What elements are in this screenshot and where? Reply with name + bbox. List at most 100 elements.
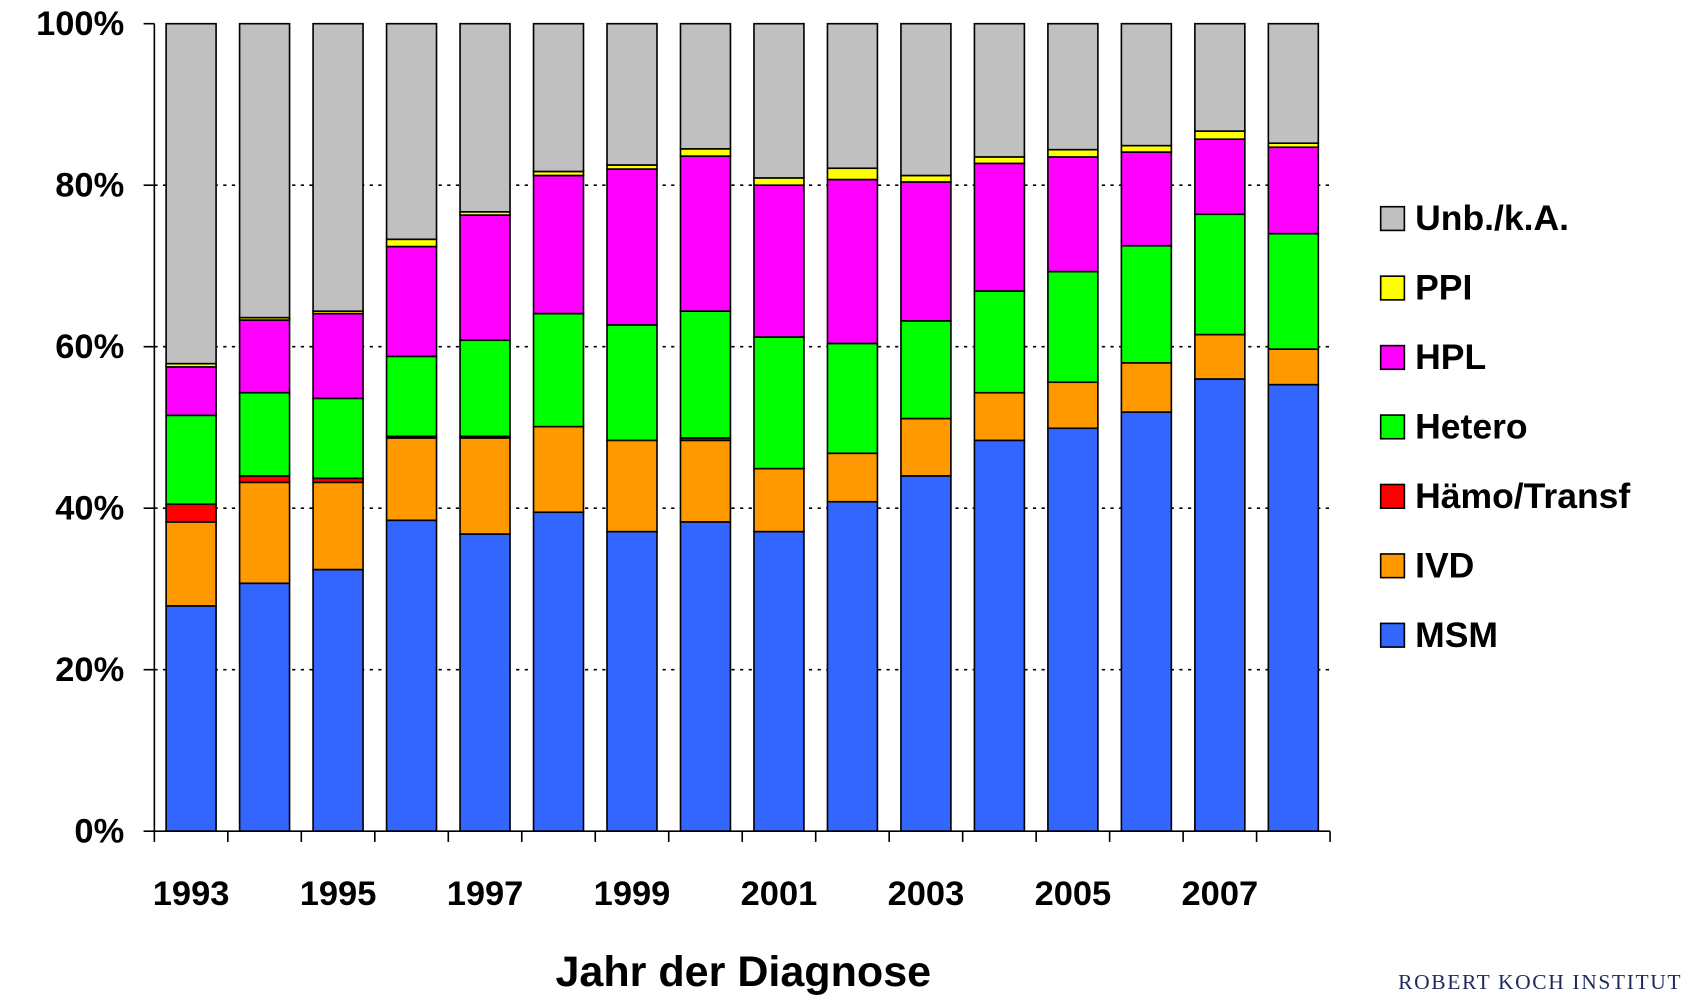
bar-segment xyxy=(900,22,952,177)
bar-segment xyxy=(826,167,879,181)
legend-swatch xyxy=(1379,275,1406,301)
bar-segment xyxy=(1194,138,1246,216)
bar-segment xyxy=(1267,348,1320,386)
legend-swatch xyxy=(1379,553,1406,579)
bar-segment xyxy=(1194,22,1246,132)
bar-segment xyxy=(459,214,511,342)
bar-segment xyxy=(826,178,879,345)
legend-swatch xyxy=(1379,344,1406,371)
bar-segment xyxy=(606,168,658,326)
bar-segment xyxy=(679,148,732,157)
bar-segment xyxy=(826,500,879,832)
x-tick-label: 1993 xyxy=(153,875,230,913)
bar-segment xyxy=(973,162,1026,292)
bar-segment xyxy=(606,439,658,533)
bar-segment xyxy=(1120,362,1173,413)
legend-swatch xyxy=(1379,622,1406,648)
y-tick-label: 20% xyxy=(55,651,124,689)
bar-segment xyxy=(1194,213,1246,336)
bar-segment xyxy=(1120,411,1173,832)
legend-swatch xyxy=(1379,483,1406,509)
bar-segment xyxy=(826,22,879,170)
legend-label: Unb./k.A. xyxy=(1415,198,1569,238)
bar-segment xyxy=(165,521,217,607)
bar-segment xyxy=(238,582,291,832)
bar-segment xyxy=(1047,156,1099,273)
bar-segment xyxy=(238,22,291,319)
bar-segment xyxy=(532,511,585,832)
bar-segment xyxy=(679,521,732,832)
bar-segment xyxy=(1194,333,1246,380)
x-axis-title: Jahr der Diagnose xyxy=(555,948,931,996)
x-tick-label: 2005 xyxy=(1035,875,1112,913)
bar-segment xyxy=(606,324,658,442)
bar-segment xyxy=(1267,383,1320,832)
x-tick-label: 2001 xyxy=(741,875,818,913)
bar-segment xyxy=(165,414,217,505)
bar-segment xyxy=(1267,146,1320,235)
legend-label: IVD xyxy=(1415,545,1474,585)
bar-segment xyxy=(312,397,364,480)
bar-segment xyxy=(385,245,438,358)
bar-segment xyxy=(1120,151,1173,247)
legend-label: PPI xyxy=(1415,268,1472,308)
bar-segment xyxy=(385,437,438,522)
y-tick-label: 40% xyxy=(55,489,124,527)
x-tick-label: 2007 xyxy=(1182,875,1259,913)
bar-segment xyxy=(459,339,511,438)
source-logo: ROBERT KOCH INSTITUT xyxy=(1398,970,1682,994)
x-tick-label: 1995 xyxy=(300,875,377,913)
bar-segment xyxy=(1267,22,1320,145)
bar-segment xyxy=(606,22,658,166)
bar-segment xyxy=(900,320,952,420)
y-tick-label: 100% xyxy=(36,5,124,43)
bar-segment xyxy=(532,425,585,514)
legend-label: HPL xyxy=(1415,337,1486,377)
legend-label: Hetero xyxy=(1415,406,1528,446)
bar-segment xyxy=(459,437,511,535)
bar-segment xyxy=(1194,130,1246,140)
x-tick-label: 1999 xyxy=(594,875,671,913)
bar-segment xyxy=(753,530,805,832)
bar-segment xyxy=(532,174,585,315)
x-tick-label: 2003 xyxy=(888,875,965,913)
bar-segment xyxy=(385,22,438,241)
bar-segment xyxy=(385,519,438,832)
bar-segment xyxy=(973,22,1026,158)
bar-segment xyxy=(1047,381,1099,430)
y-tick-label: 80% xyxy=(55,166,124,204)
bar-segment xyxy=(1047,427,1099,832)
bar-segment xyxy=(1194,378,1246,832)
bar-segment xyxy=(753,177,805,186)
bar-segment xyxy=(753,184,805,338)
bar-segment xyxy=(900,174,952,183)
legend-swatch xyxy=(1379,414,1406,440)
bar-segment xyxy=(826,342,879,455)
bar-segment xyxy=(1267,232,1320,350)
bar-segment xyxy=(1047,22,1099,151)
bar-segment xyxy=(900,475,952,832)
bar-segment xyxy=(385,238,438,248)
bar-segment xyxy=(165,605,217,832)
bar-segment xyxy=(973,391,1026,442)
bar-segment xyxy=(679,310,732,439)
bar-segment xyxy=(753,336,805,470)
bar-segment xyxy=(532,312,585,428)
bar-segment xyxy=(753,467,805,533)
bar-segment xyxy=(165,366,217,417)
bar-segment xyxy=(679,439,732,523)
y-tick-label: 0% xyxy=(74,812,124,850)
bar-segment xyxy=(826,452,879,503)
x-tick-label: 1997 xyxy=(447,875,524,913)
bar-segment xyxy=(532,22,585,173)
bar-segment xyxy=(238,319,291,394)
bar-segment xyxy=(238,391,291,477)
bar-segment xyxy=(312,312,364,400)
bar-segment xyxy=(238,481,291,585)
bar-segment xyxy=(900,181,952,322)
bar-segment xyxy=(312,22,364,312)
bar-segment xyxy=(459,22,511,213)
bar-segment xyxy=(1120,244,1173,364)
